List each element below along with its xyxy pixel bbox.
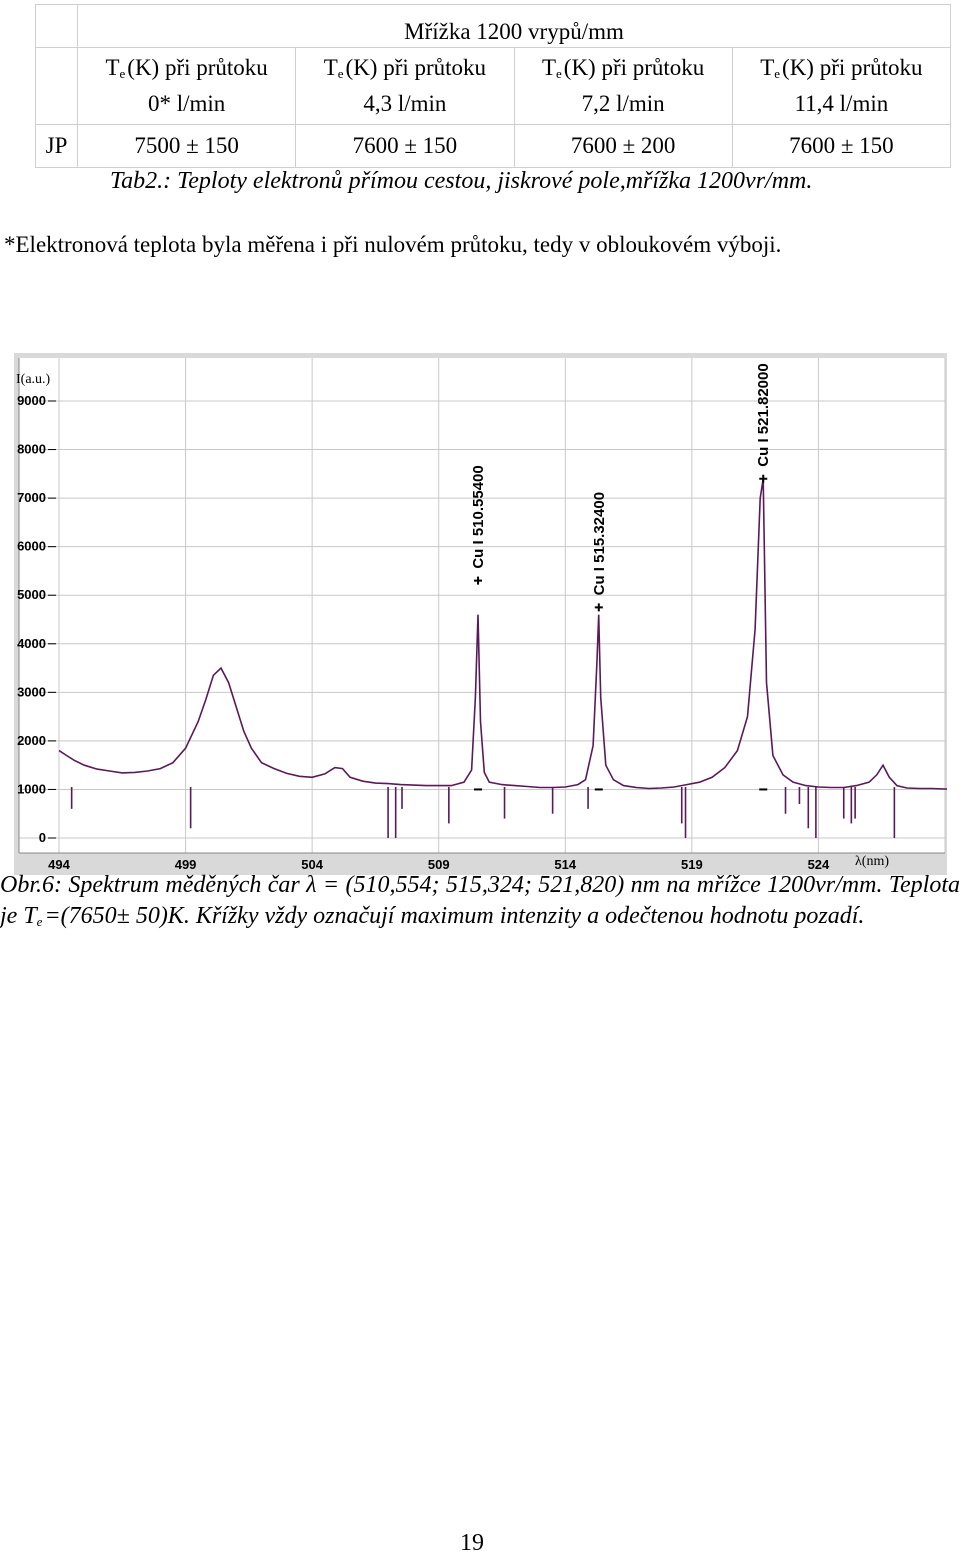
x-tick-label: 514: [554, 857, 576, 872]
spectrum-chart: 0 1000 2000 3000 4000 5000 6000 7000 8000 9000 494…: [14, 353, 947, 875]
column-header: Te(K) při průtoku 11,4 l/min: [731, 47, 952, 125]
peak-label: Cu I 510.55400: [470, 465, 487, 568]
x-tick-label: 519: [681, 857, 703, 872]
peak-label: Cu I 521.82000: [755, 363, 772, 466]
peak-max-marker: [474, 576, 483, 585]
table-corner-2: [35, 47, 78, 125]
y-tick-label: 0: [39, 830, 46, 845]
y-tick-label: 8000: [17, 442, 46, 457]
temperature-table: Mřížka 1200 vrypů/mm Te(K) při průtoku 0*…: [35, 4, 952, 168]
y-tick-label: 2000: [17, 733, 46, 748]
table-caption: Tab2.: Teploty elektronů přímou cestou, …: [110, 168, 813, 194]
table-row: JP 7500 ± 150 7600 ± 150 7600 ± 200 7600…: [35, 124, 952, 168]
table-cell: 7500 ± 150: [76, 124, 297, 168]
y-tick-label: 7000: [17, 490, 46, 505]
x-tick-label: 499: [175, 857, 197, 872]
figure-caption: Obr.6: Spektrum měděných čar λ = (510,55…: [0, 872, 960, 929]
column-header: Te(K) při průtoku 0* l/min: [76, 47, 297, 125]
footnote: *Elektronová teplota byla měřena i při n…: [4, 232, 782, 257]
y-tick-label: 4000: [17, 636, 46, 651]
plot-area: [19, 358, 945, 853]
x-axis-label: λ(nm): [855, 854, 889, 869]
spectrum-line: [58, 478, 947, 790]
table-cell: 7600 ± 150: [295, 124, 515, 168]
table-cell: 7600 ± 200: [513, 124, 733, 168]
peak-max-marker: [759, 474, 768, 483]
x-tick-label: 524: [808, 857, 830, 872]
row-label: JP: [35, 124, 78, 168]
y-tick-label: 1000: [17, 781, 46, 796]
x-tick-label: 504: [301, 857, 323, 872]
table-corner: [35, 4, 78, 48]
y-tick-label: 5000: [17, 587, 46, 602]
peak-max-marker: [594, 603, 603, 612]
y-tick-label: 6000: [17, 539, 46, 554]
peak-label: Cu I 515.32400: [591, 492, 608, 595]
column-header: Te(K) při průtoku 4,3 l/min: [295, 47, 515, 125]
column-header: Te(K) při průtoku 7,2 l/min: [513, 47, 733, 125]
page-number: 19: [460, 1530, 484, 1556]
spectrum-svg: 0 1000 2000 3000 4000 5000 6000 7000 8000 9000 494…: [14, 353, 947, 875]
table-title: Mřížka 1200 vrypů/mm: [77, 4, 951, 48]
y-tick-label: 9000: [17, 393, 46, 408]
table-cell: 7600 ± 150: [731, 124, 952, 168]
y-axis-label: I(a.u.): [16, 372, 51, 387]
x-tick-label: 494: [48, 857, 70, 872]
y-tick-label: 3000: [17, 684, 46, 699]
x-tick-label: 509: [428, 857, 450, 872]
